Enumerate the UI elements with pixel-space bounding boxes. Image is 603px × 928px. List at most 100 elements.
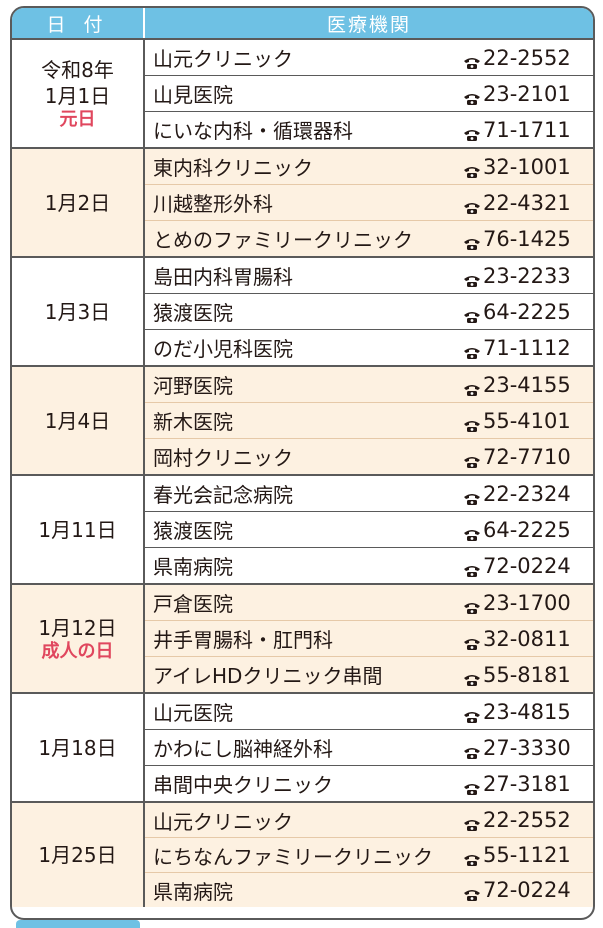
clinic-phone: 22-2324 (463, 482, 593, 506)
phone-number: 55-8181 (483, 662, 571, 687)
phone-icon (463, 741, 481, 759)
clinic-name: 河野医院 (153, 374, 233, 398)
phone-number: 55-4101 (483, 408, 571, 433)
date-column-header: 日 付 (12, 8, 145, 38)
phone-icon (463, 87, 481, 105)
clinic-phone: 55-1121 (463, 843, 593, 867)
table-row: のだ小児科医院 71-1112 (145, 330, 593, 365)
table-row: にいな内科・循環器科 71-1711 (145, 112, 593, 147)
clinic-name: 山元クリニック (153, 47, 293, 71)
clinic-name: 猿渡医院 (153, 519, 233, 543)
institution-column-header: 医療機関 (326, 13, 411, 36)
phone-icon (463, 559, 481, 577)
phone-number: 64-2225 (483, 517, 571, 542)
phone-icon (463, 305, 481, 323)
table-row: 島田内科胃腸科 23-2233 (145, 258, 593, 294)
clinic-name: 山元クリニック (153, 809, 293, 834)
clinic-name: 戸倉医院 (153, 592, 233, 616)
date-group: 1月25日 山元クリニック 22-2552 にちなんファミリークリニック 55-1121… (12, 803, 593, 907)
clinic-name: とめのファミリークリニック (153, 228, 413, 252)
clinic-phone: 55-4101 (463, 409, 593, 433)
clinic-rows: 山元医院 23-4815 かわにし脳神経外科 27-3330 串間中央クリニック 27-3… (145, 694, 593, 801)
phone-number: 32-0811 (483, 626, 571, 651)
phone-icon (463, 51, 481, 69)
clinic-name: 山元医院 (153, 701, 233, 725)
clinic-phone: 27-3330 (463, 736, 593, 760)
clinic-phone: 22-2552 (463, 46, 593, 70)
clinic-phone: 23-4815 (463, 700, 593, 724)
clinic-name: 島田内科胃腸科 (153, 265, 293, 289)
phone-icon (463, 883, 481, 901)
clinic-name: 串間中央クリニック (153, 773, 333, 797)
table-row: 山元クリニック 22-2552 (145, 803, 593, 838)
clinic-rows: 島田内科胃腸科 23-2233 猿渡医院 64-2225 のだ小児科医院 71-1112 (145, 258, 593, 365)
table-row: とめのファミリークリニック 76-1425 (145, 221, 593, 256)
clinic-name: 県南病院 (153, 879, 233, 904)
table-row: 県南病院 72-0224 (145, 548, 593, 583)
phone-icon (463, 596, 481, 614)
date-group: 1月3日 島田内科胃腸科 23-2233 猿渡医院 64-2225 のだ小児科医院 71-1… (12, 258, 593, 367)
phone-icon (463, 705, 481, 723)
table-row: 戸倉医院 23-1700 (145, 585, 593, 621)
phone-number: 72-7710 (483, 444, 571, 469)
date-text: 1月18日 (38, 735, 117, 760)
clinic-phone: 23-4155 (463, 373, 593, 397)
table-row: 新木医院 55-4101 (145, 403, 593, 439)
phone-icon (463, 813, 481, 831)
phone-number: 22-2552 (483, 45, 571, 70)
table-row: 猿渡医院 64-2225 (145, 512, 593, 548)
clinic-name: 猿渡医院 (153, 301, 233, 325)
clinic-phone: 64-2225 (463, 518, 593, 542)
date-text: 1月12日 (38, 615, 117, 640)
date-groups: 令和8年 1月1日 元日 山元クリニック 22-2552 山見医院 23-2101 にいな内科… (12, 40, 593, 907)
phone-number: 64-2225 (483, 299, 571, 324)
table-row: 串間中央クリニック 27-3181 (145, 766, 593, 801)
date-cell: 1月12日 成人の日 (12, 585, 145, 692)
date-text: 1月1日 (44, 83, 111, 108)
phone-icon (463, 378, 481, 396)
holiday-clinic-table: 日 付 医療機関 令和8年 1月1日 元日 山元クリニック 22-2552 山見医院 23-… (10, 6, 595, 920)
clinic-rows: 河野医院 23-4155 新木医院 55-4101 岡村クリニック 72-7710 (145, 367, 593, 474)
phone-icon (463, 523, 481, 541)
date-text: 1月4日 (44, 408, 111, 433)
clinic-name: にちなんファミリークリニック (153, 844, 433, 869)
clinic-name: アイレHDクリニック串間 (153, 664, 383, 688)
clinic-phone: 32-0811 (463, 627, 593, 651)
phone-number: 22-2552 (483, 808, 571, 832)
table-row: 河野医院 23-4155 (145, 367, 593, 403)
clinic-phone: 22-2552 (463, 808, 593, 832)
clinic-phone: 32-1001 (463, 155, 593, 179)
clinic-phone: 23-2101 (463, 82, 593, 106)
table-row: アイレHDクリニック串間 55-8181 (145, 657, 593, 692)
table-row: 猿渡医院 64-2225 (145, 294, 593, 330)
table-row: 山見医院 23-2101 (145, 76, 593, 112)
date-group: 1月11日 春光会記念病院 22-2324 猿渡医院 64-2225 県南病院 72-022… (12, 476, 593, 585)
clinic-rows: 戸倉医院 23-1700 井手胃腸科・肛門科 32-0811 アイレHDクリニック串間 5… (145, 585, 593, 692)
phone-number: 27-3330 (483, 735, 571, 760)
clinic-name: 春光会記念病院 (153, 483, 293, 507)
clinic-phone: 72-0224 (463, 878, 593, 902)
date-cell: 1月4日 (12, 367, 145, 474)
phone-number: 32-1001 (483, 154, 571, 179)
phone-icon (463, 777, 481, 795)
table-row: 山元医院 23-4815 (145, 694, 593, 730)
phone-number: 55-1121 (483, 843, 571, 867)
phone-number: 23-4155 (483, 372, 571, 397)
date-cell: 1月3日 (12, 258, 145, 365)
clinic-name: 東内科クリニック (153, 156, 313, 180)
clinic-phone: 71-1711 (463, 118, 593, 142)
date-group: 令和8年 1月1日 元日 山元クリニック 22-2552 山見医院 23-2101 にいな内科… (12, 40, 593, 149)
clinic-name: 県南病院 (153, 555, 233, 579)
clinic-rows: 春光会記念病院 22-2324 猿渡医院 64-2225 県南病院 72-0224 (145, 476, 593, 583)
phone-icon (463, 414, 481, 432)
phone-number: 71-1112 (483, 335, 571, 360)
phone-number: 72-0224 (483, 553, 571, 578)
phone-icon (463, 487, 481, 505)
clinic-name: 川越整形外科 (153, 192, 273, 216)
clinic-phone: 27-3181 (463, 772, 593, 796)
clinic-phone: 72-7710 (463, 445, 593, 469)
phone-number: 23-4815 (483, 699, 571, 724)
clinic-phone: 22-4321 (463, 191, 593, 215)
clinic-name: 山見医院 (153, 83, 233, 107)
phone-number: 23-2233 (483, 263, 571, 288)
